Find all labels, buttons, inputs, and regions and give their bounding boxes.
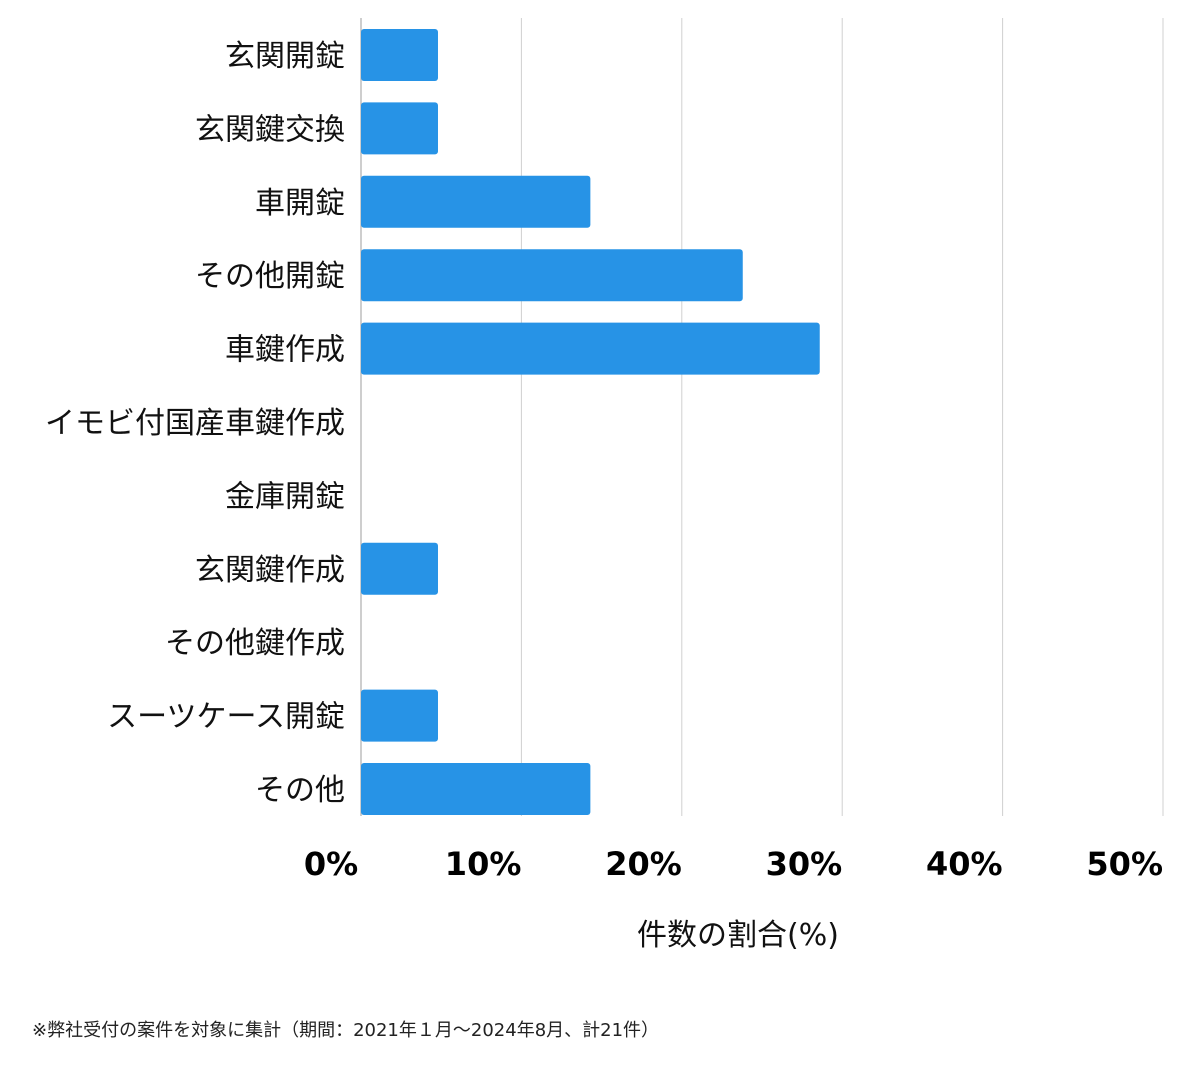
bar (361, 102, 438, 155)
footnote: ※弊社受付の案件を対象に集計（期間：2021年１月〜2024年8月、計21件） (32, 1020, 660, 1041)
category-label: 金庫開錠 (225, 479, 345, 514)
category-label: 玄関鍵交換 (195, 112, 345, 147)
x-axis-title: 件数の割合(%) (637, 918, 839, 953)
category-label: スーツケース開錠 (107, 700, 345, 735)
x-tick-labels: 0% 10% 20% 30% 40% 50% (304, 845, 1163, 883)
gridlines (360, 18, 1164, 816)
category-label: その他開錠 (195, 259, 345, 294)
bar (361, 249, 743, 302)
x-tick-label: 0% (304, 845, 358, 883)
bar (361, 763, 591, 815)
category-label: 玄関鍵作成 (195, 553, 345, 588)
x-tick-label: 10% (445, 845, 522, 883)
bar (361, 689, 438, 742)
bar (361, 542, 438, 595)
bar (361, 29, 438, 81)
category-label: 玄関開錠 (225, 39, 345, 74)
x-tick-label: 20% (605, 845, 682, 883)
bar (361, 175, 591, 228)
category-labels: 玄関開錠玄関鍵交換車開錠その他開錠車鍵作成イモビ付国産車鍵作成金庫開錠玄関鍵作成… (45, 39, 345, 808)
category-label: 車鍵作成 (225, 333, 345, 368)
x-tick-label: 50% (1086, 845, 1163, 883)
x-tick-label: 30% (766, 845, 843, 883)
category-label: その他 (255, 773, 345, 808)
bar-chart: 玄関開錠玄関鍵交換車開錠その他開錠車鍵作成イモビ付国産車鍵作成金庫開錠玄関鍵作成… (45, 18, 1164, 953)
category-label: 車開錠 (255, 186, 345, 221)
category-label: イモビ付国産車鍵作成 (45, 406, 345, 441)
bars (361, 29, 820, 815)
x-tick-label: 40% (926, 845, 1003, 883)
bar (361, 322, 820, 375)
category-label: その他鍵作成 (165, 626, 345, 661)
